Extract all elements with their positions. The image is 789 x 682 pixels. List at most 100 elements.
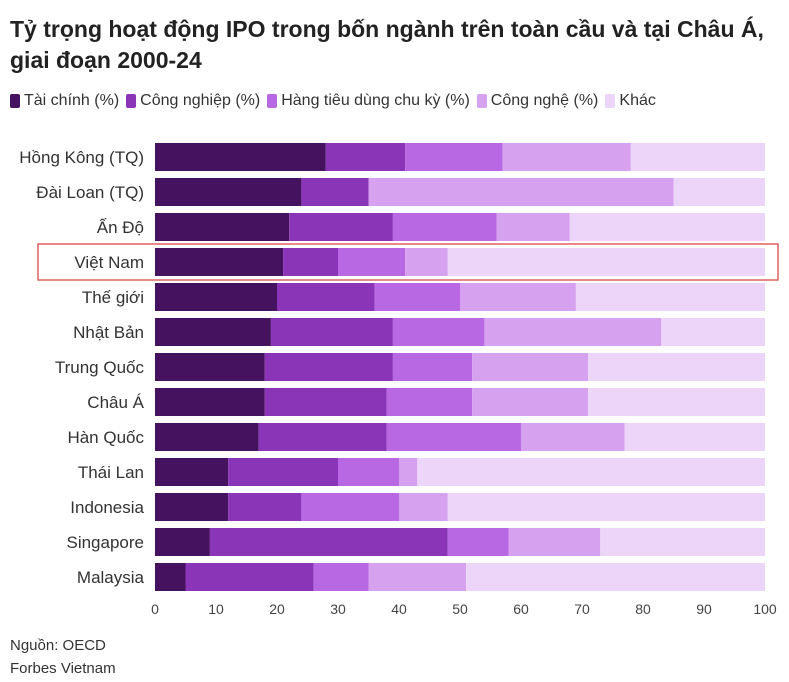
legend: Tài chính (%) Công nghiệp (%) Hàng tiêu dù…: [10, 92, 663, 110]
bar-segment: [155, 423, 259, 451]
bar-segment: [673, 178, 765, 206]
bar-segment: [466, 563, 765, 591]
bar-segment: [338, 248, 406, 276]
bar-segment: [155, 318, 271, 346]
bar-segment: [447, 528, 509, 556]
category-label: Hàn Quốc: [67, 428, 144, 447]
legend-swatch: [10, 94, 20, 108]
legend-item: Hàng tiêu dùng chu kỳ (%): [267, 92, 470, 110]
legend-swatch: [267, 94, 278, 108]
bar-segment: [155, 283, 277, 311]
bar-segment: [588, 388, 765, 416]
source-note: Nguồn: OECD: [10, 637, 106, 654]
bar-segment: [417, 458, 765, 486]
bar-segment: [521, 423, 625, 451]
bar-segment: [155, 178, 302, 206]
x-tick-label: 50: [452, 601, 468, 617]
bar-segment: [301, 493, 399, 521]
category-label: Nhật Bản: [73, 323, 144, 342]
x-tick-label: 0: [151, 601, 159, 617]
bar-segment: [496, 213, 570, 241]
bar-segment: [447, 248, 765, 276]
publisher-name: Forbes Vietnam: [10, 660, 116, 677]
legend-swatch: [126, 94, 137, 108]
bar-segment: [575, 283, 765, 311]
x-tick-label: 10: [208, 601, 224, 617]
bar-segment: [392, 318, 485, 346]
bar-segment: [155, 143, 326, 171]
x-tick-label: 80: [635, 601, 651, 617]
category-label: Hồng Kông (TQ): [19, 148, 144, 167]
legend-swatch: [476, 94, 487, 108]
legend-item: Công nghiệp (%): [126, 92, 260, 110]
bar-segment: [569, 213, 765, 241]
category-label: Việt Nam: [74, 253, 144, 272]
legend-label: Hàng tiêu dùng chu kỳ (%): [281, 92, 470, 109]
bar-segment: [460, 283, 576, 311]
legend-label: Công nghệ (%): [490, 92, 599, 109]
category-label: Đài Loan (TQ): [36, 183, 144, 202]
bar-segment: [405, 248, 448, 276]
bar-segment: [386, 423, 521, 451]
x-tick-label: 90: [696, 601, 712, 617]
bar-segment: [155, 388, 265, 416]
bar-segment: [270, 318, 393, 346]
bar-segment: [624, 423, 765, 451]
bar-segment: [155, 458, 229, 486]
x-tick-label: 30: [330, 601, 346, 617]
bar-segment: [484, 318, 662, 346]
legend-label: Khác: [619, 92, 656, 109]
bar-segment: [630, 143, 765, 171]
bar-segment: [283, 248, 338, 276]
bar-segment: [399, 493, 448, 521]
bar-segment: [155, 563, 186, 591]
bar-segment: [258, 423, 387, 451]
category-label: Ấn Độ: [97, 218, 144, 237]
legend-item: Công nghệ (%): [476, 92, 599, 110]
stacked-bar-chart: Hồng Kông (TQ) Đài Loan (TQ) Ấn Độ Việt Nam…: [19, 143, 779, 617]
bar-segment: [588, 353, 765, 381]
bar-segment: [155, 353, 265, 381]
legend-item: Khác: [605, 92, 656, 110]
bar-segment: [472, 388, 589, 416]
bar-segment: [155, 528, 210, 556]
bar-segment: [185, 563, 314, 591]
category-label: Malaysia: [77, 568, 145, 587]
bar-segment: [277, 283, 375, 311]
x-tick-label: 70: [574, 601, 590, 617]
category-label: Châu Á: [87, 393, 144, 412]
bar-segment: [368, 178, 674, 206]
category-label: Singapore: [66, 533, 144, 552]
bar-segment: [374, 283, 460, 311]
x-tick-label: 20: [269, 601, 285, 617]
bar-segment: [502, 143, 631, 171]
bar-segment: [155, 213, 290, 241]
category-label: Thế giới: [82, 288, 144, 307]
bar-segment: [301, 178, 369, 206]
bar-segment: [447, 493, 765, 521]
bar-segment: [155, 248, 284, 276]
bar-segment: [325, 143, 406, 171]
bar-segment: [392, 213, 497, 241]
bar-segment: [264, 353, 393, 381]
highlight-box: [37, 243, 779, 281]
x-tick-label: 100: [753, 601, 777, 617]
bar-segment: [338, 458, 399, 486]
bar-segment: [368, 563, 467, 591]
x-tick-label: 40: [391, 601, 407, 617]
chart-title: Tỷ trọng hoạt động IPO trong bốn ngành t…: [10, 16, 764, 73]
bar-segment: [264, 388, 387, 416]
bar-segment: [155, 493, 229, 521]
bar-segment: [399, 458, 418, 486]
bar-segment: [392, 353, 473, 381]
bar-segment: [508, 528, 601, 556]
legend-swatch: [605, 94, 616, 108]
bar-segment: [289, 213, 393, 241]
x-tick-label: 60: [513, 601, 529, 617]
bar-segment: [228, 493, 302, 521]
bar-segment: [228, 458, 338, 486]
category-label: Trung Quốc: [55, 358, 145, 377]
legend-item: Tài chính (%): [10, 92, 119, 110]
legend-label: Công nghiệp (%): [140, 92, 261, 109]
bar-segment: [661, 318, 765, 346]
